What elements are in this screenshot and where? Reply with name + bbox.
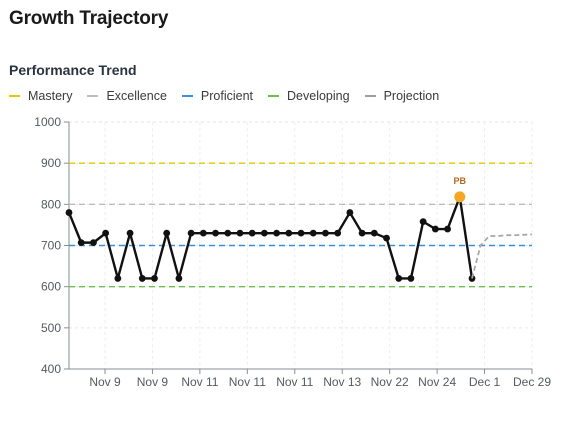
data-point-7 [138, 275, 146, 282]
legend-swatch-mastery [9, 95, 20, 97]
x-tick-label: Nov 9 [89, 375, 121, 389]
x-tick-label: Nov 9 [137, 375, 169, 389]
data-point-8 [151, 275, 158, 282]
data-point-17 [260, 229, 268, 237]
legend-label-excellence: Excellence [106, 89, 167, 103]
legend-swatch-developing [268, 95, 280, 97]
data-point-9 [163, 229, 171, 237]
data-point-19 [285, 229, 293, 237]
y-tick-label: 900 [41, 156, 61, 170]
legend-swatch-excellence [87, 95, 99, 97]
personal-best-marker [454, 191, 466, 203]
legend-label-proficient: Proficient [200, 89, 254, 103]
x-tick-label: Nov 24 [418, 375, 456, 389]
data-point-23 [334, 229, 342, 237]
legend-item-projection[interactable]: Projection [364, 89, 440, 103]
data-point-27 [383, 234, 390, 242]
data-point-28 [395, 275, 403, 282]
data-point-6 [126, 229, 134, 237]
personal-best-label: PB [454, 176, 467, 186]
page-title: Growth Trajectory [9, 8, 169, 29]
x-tick-label: Dec 29 [513, 375, 551, 389]
data-point-32 [444, 225, 451, 233]
section-title: Performance Trend [9, 62, 137, 78]
y-tick-label: 500 [41, 321, 61, 335]
data-point-13 [212, 229, 219, 237]
x-tick-label: Nov 13 [323, 375, 361, 389]
data-point-29 [407, 275, 415, 282]
chart-legend: Mastery Excellence Proficient Developing… [9, 89, 454, 103]
data-point-2 [77, 239, 85, 247]
x-tick-label: Nov 22 [371, 375, 409, 389]
data-point-25 [358, 229, 366, 237]
data-point-11 [187, 229, 195, 237]
y-tick-label: 400 [41, 362, 61, 376]
legend-swatch-projection [364, 95, 376, 97]
legend-swatch-proficient [181, 95, 193, 97]
data-point-31 [431, 225, 439, 233]
data-point-4 [102, 229, 110, 237]
x-tick-label: Dec 1 [469, 375, 501, 389]
data-point-18 [273, 229, 281, 237]
series-line-projection [471, 233, 533, 279]
legend-item-developing[interactable]: Developing [268, 89, 350, 103]
y-tick-label: 1000 [34, 115, 61, 129]
data-point-22 [322, 229, 329, 237]
data-point-30 [419, 218, 427, 226]
y-tick-label: 600 [41, 280, 61, 294]
x-tick-label: Nov 11 [181, 375, 218, 389]
data-point-20 [297, 229, 305, 237]
y-tick-label: 800 [41, 197, 61, 211]
legend-label-developing: Developing [287, 89, 350, 103]
data-point-12 [199, 229, 207, 237]
data-point-10 [175, 275, 183, 282]
series-line-performance [67, 195, 474, 280]
legend-label-projection: Projection [383, 89, 440, 103]
legend-item-excellence[interactable]: Excellence [87, 89, 167, 103]
data-point-24 [346, 209, 354, 216]
data-point-14 [224, 229, 232, 237]
data-point-21 [309, 229, 317, 237]
legend-label-mastery: Mastery [28, 89, 73, 103]
data-point-16 [248, 229, 256, 237]
data-point-1 [65, 209, 73, 216]
x-tick-label: Nov 11 [229, 375, 266, 389]
legend-item-proficient[interactable]: Proficient [181, 89, 254, 103]
data-point-5 [114, 275, 122, 282]
data-point-15 [236, 229, 244, 237]
data-point-26 [370, 229, 378, 237]
x-tick-label: Nov 11 [276, 375, 313, 389]
y-tick-label: 700 [41, 239, 61, 253]
legend-item-mastery[interactable]: Mastery [9, 89, 72, 103]
data-point-3 [90, 239, 97, 247]
